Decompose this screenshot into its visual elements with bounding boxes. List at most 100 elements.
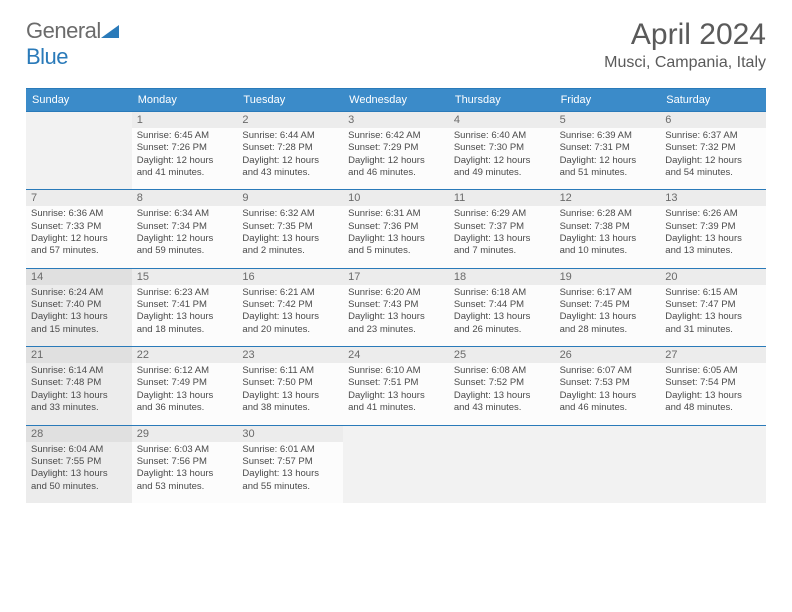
day-detail: Sunrise: 6:42 AMSunset: 7:29 PMDaylight:… [348,130,444,179]
detail-line: Sunset: 7:28 PM [242,142,338,154]
day-header: Sunday [26,89,132,111]
day-detail: Sunrise: 6:28 AMSunset: 7:38 PMDaylight:… [560,208,656,257]
detail-line: Daylight: 13 hours [560,390,656,402]
empty-cell [660,426,766,503]
detail-line: Sunset: 7:55 PM [31,456,127,468]
detail-line: Sunrise: 6:18 AM [454,287,550,299]
week-row: 7Sunrise: 6:36 AMSunset: 7:33 PMDaylight… [26,189,766,267]
detail-line: Daylight: 13 hours [242,311,338,323]
detail-line: and 7 minutes. [454,245,550,257]
detail-line: Sunset: 7:37 PM [454,221,550,233]
day-detail: Sunrise: 6:32 AMSunset: 7:35 PMDaylight:… [242,208,338,257]
day-detail: Sunrise: 6:05 AMSunset: 7:54 PMDaylight:… [665,365,761,414]
detail-line: and 43 minutes. [454,402,550,414]
day-detail: Sunrise: 6:10 AMSunset: 7:51 PMDaylight:… [348,365,444,414]
detail-line: Daylight: 13 hours [242,233,338,245]
day-cell: 11 Sunrise: 6:29 AMSunset: 7:37 PMDayligh… [449,190,555,267]
month-title: April 2024 [604,18,766,52]
detail-line: Sunset: 7:40 PM [31,299,127,311]
day-detail: Sunrise: 6:44 AMSunset: 7:28 PMDaylight:… [242,130,338,179]
detail-line: Sunset: 7:52 PM [454,377,550,389]
day-detail: Sunrise: 6:24 AMSunset: 7:40 PMDaylight:… [31,287,127,336]
detail-line: Sunset: 7:31 PM [560,142,656,154]
detail-line: Sunset: 7:26 PM [137,142,233,154]
detail-line: and 54 minutes. [665,167,761,179]
day-detail: Sunrise: 6:29 AMSunset: 7:37 PMDaylight:… [454,208,550,257]
day-number: 20 [660,269,766,285]
detail-line: Sunrise: 6:14 AM [31,365,127,377]
day-header: Monday [132,89,238,111]
day-cell: 1Sunrise: 6:45 AMSunset: 7:26 PMDaylight… [132,112,238,189]
detail-line: Sunrise: 6:28 AM [560,208,656,220]
day-number: 14 [26,269,132,285]
page-header: GeneralBlue April 2024 Musci, Campania, … [0,0,792,78]
detail-line: Daylight: 13 hours [137,390,233,402]
day-detail: Sunrise: 6:26 AMSunset: 7:39 PMDaylight:… [665,208,761,257]
detail-line: Daylight: 13 hours [560,233,656,245]
day-number: 12 [555,190,661,206]
detail-line: Sunrise: 6:11 AM [242,365,338,377]
detail-line: Sunset: 7:51 PM [348,377,444,389]
detail-line: Sunset: 7:45 PM [560,299,656,311]
detail-line: Sunrise: 6:44 AM [242,130,338,142]
detail-line: Sunset: 7:43 PM [348,299,444,311]
day-cell: 3 Sunrise: 6:42 AMSunset: 7:29 PMDaylight… [343,112,449,189]
location-text: Musci, Campania, Italy [604,54,766,72]
detail-line: Daylight: 13 hours [665,311,761,323]
detail-line: Sunset: 7:41 PM [137,299,233,311]
day-number: 29 [132,426,238,442]
detail-line: and 41 minutes. [137,167,233,179]
detail-line: Sunrise: 6:04 AM [31,444,127,456]
day-header: Wednesday [343,89,449,111]
logo-triangle-icon [101,22,119,38]
detail-line: Sunrise: 6:20 AM [348,287,444,299]
detail-line: Daylight: 12 hours [665,155,761,167]
detail-line: Daylight: 13 hours [454,233,550,245]
day-number: 3 [343,112,449,128]
detail-line: Daylight: 12 hours [560,155,656,167]
detail-line: and 33 minutes. [31,402,127,414]
day-number: 26 [555,347,661,363]
day-number: 9 [237,190,343,206]
detail-line: Daylight: 13 hours [242,390,338,402]
detail-line: Sunrise: 6:37 AM [665,130,761,142]
detail-line: Sunrise: 6:39 AM [560,130,656,142]
detail-line: Daylight: 13 hours [348,233,444,245]
day-header: Tuesday [237,89,343,111]
day-cell: 9 Sunrise: 6:32 AMSunset: 7:35 PMDaylight… [237,190,343,267]
calendar-body: 1Sunrise: 6:45 AMSunset: 7:26 PMDaylight… [26,111,766,503]
detail-line: Sunrise: 6:31 AM [348,208,444,220]
detail-line: Daylight: 13 hours [31,311,127,323]
day-number: 4 [449,112,555,128]
day-number: 25 [449,347,555,363]
detail-line: and 18 minutes. [137,324,233,336]
day-detail: Sunrise: 6:07 AMSunset: 7:53 PMDaylight:… [560,365,656,414]
detail-line: Sunrise: 6:36 AM [31,208,127,220]
day-cell: 8Sunrise: 6:34 AMSunset: 7:34 PMDaylight… [132,190,238,267]
detail-line: and 13 minutes. [665,245,761,257]
detail-line: Daylight: 12 hours [242,155,338,167]
day-cell: 7Sunrise: 6:36 AMSunset: 7:33 PMDaylight… [26,190,132,267]
day-detail: Sunrise: 6:04 AMSunset: 7:55 PMDaylight:… [31,444,127,493]
week-row: 1Sunrise: 6:45 AMSunset: 7:26 PMDaylight… [26,111,766,189]
detail-line: Sunset: 7:42 PM [242,299,338,311]
detail-line: Daylight: 12 hours [348,155,444,167]
detail-line: Sunrise: 6:23 AM [137,287,233,299]
detail-line: and 43 minutes. [242,167,338,179]
detail-line: Sunrise: 6:40 AM [454,130,550,142]
detail-line: and 10 minutes. [560,245,656,257]
day-number: 15 [132,269,238,285]
detail-line: and 53 minutes. [137,481,233,493]
day-number: 11 [449,190,555,206]
detail-line: and 57 minutes. [31,245,127,257]
day-detail: Sunrise: 6:23 AMSunset: 7:41 PMDaylight:… [137,287,233,336]
day-number: 24 [343,347,449,363]
day-cell: 19Sunrise: 6:17 AMSunset: 7:45 PMDayligh… [555,269,661,346]
day-cell: 5Sunrise: 6:39 AMSunset: 7:31 PMDaylight… [555,112,661,189]
day-cell: 21Sunrise: 6:14 AMSunset: 7:48 PMDayligh… [26,347,132,424]
day-detail: Sunrise: 6:15 AMSunset: 7:47 PMDaylight:… [665,287,761,336]
detail-line: Sunset: 7:39 PM [665,221,761,233]
day-detail: Sunrise: 6:12 AMSunset: 7:49 PMDaylight:… [137,365,233,414]
detail-line: Daylight: 13 hours [348,311,444,323]
logo-part1: General [26,18,101,43]
